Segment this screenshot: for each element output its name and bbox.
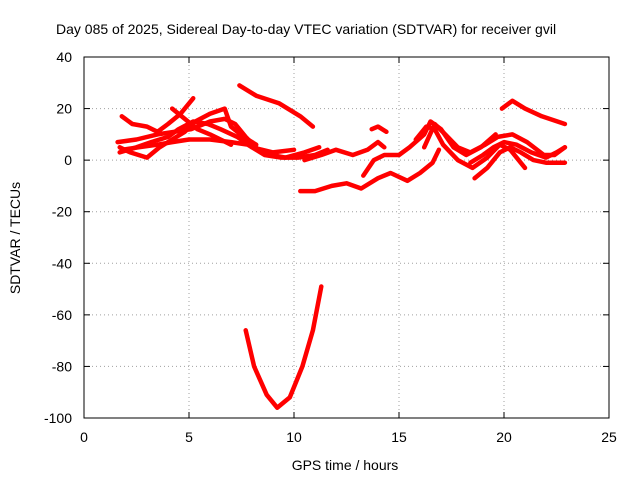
axis-ticks: 0 5 10 15 20 25 40 20 0 -20 -40 -60 -80 -100: [44, 49, 617, 445]
grid-lines: [84, 57, 609, 418]
series-line-track-1: [117, 106, 259, 160]
y-tick-label: 40: [56, 49, 72, 65]
x-tick-label: 5: [185, 429, 193, 445]
x-tick-label: 0: [80, 429, 88, 445]
y-tick-label: -100: [44, 410, 72, 426]
chart-title: Day 085 of 2025, Sidereal Day-to-day VTE…: [56, 21, 556, 37]
series-line-track-7: [237, 83, 316, 129]
series-line-track-14: [421, 121, 568, 158]
series-line-track-6: [169, 106, 234, 147]
series-line-track-5: [119, 137, 330, 160]
y-axis-label: SDTVAR / TECUs: [7, 182, 23, 294]
x-tick-label: 25: [601, 429, 617, 445]
y-tick-label: 0: [64, 152, 72, 168]
plot-frame: [83, 56, 610, 419]
series-line-track-15: [468, 139, 568, 165]
series-line-track-16: [472, 145, 568, 181]
x-tick-label: 10: [286, 429, 302, 445]
series-line-track-10: [302, 139, 387, 163]
y-tick-label: 20: [56, 101, 72, 117]
y-tick-label: -40: [52, 255, 72, 271]
series-line-track-17: [499, 98, 568, 127]
y-tick-label: -60: [52, 307, 72, 323]
series-line-track-8: [243, 284, 324, 410]
y-tick-label: -20: [52, 204, 72, 220]
series-group: [115, 83, 568, 410]
series-line-track-12: [369, 124, 389, 135]
series-line-track-9: [298, 147, 442, 194]
x-axis-label: GPS time / hours: [292, 457, 399, 473]
y-tick-label: -80: [52, 358, 72, 374]
x-tick-label: 20: [496, 429, 512, 445]
x-tick-label: 15: [391, 429, 407, 445]
